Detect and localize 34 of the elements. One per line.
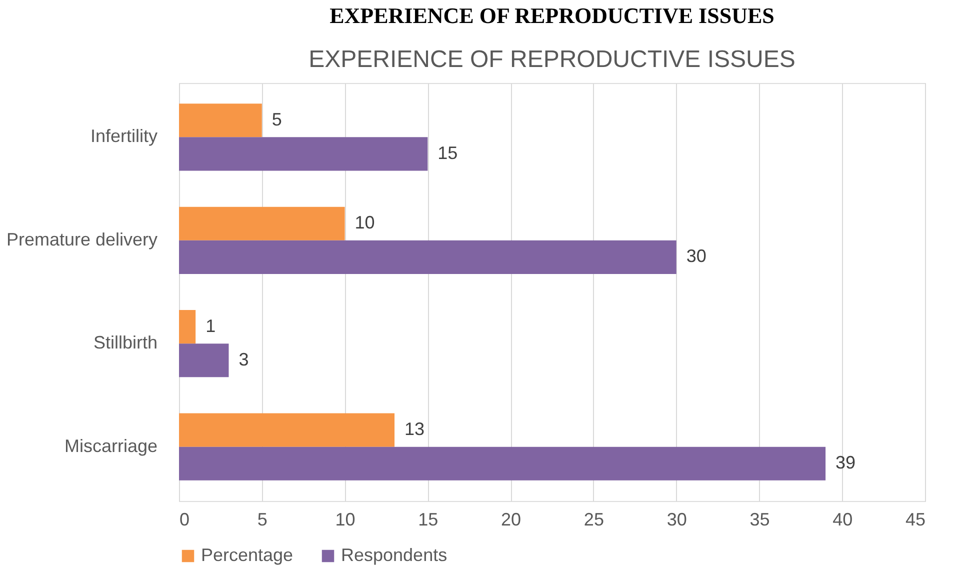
bar [179,413,395,447]
y-tick-label: Miscarriage [64,436,158,456]
x-tick-label: 35 [750,510,770,530]
bar [179,344,229,378]
x-tick-label: 40 [832,510,853,530]
data-label: 30 [686,246,706,266]
bar [179,446,826,480]
text: EXPERIENCE OF REPRODUCTIVE ISSUES [330,3,774,28]
data-label: 1 [206,316,216,336]
x-tick-label: 10 [335,510,356,530]
y-tick-label: Infertility [90,126,158,146]
legend-label: Percentage [201,545,294,565]
x-tick-label: 25 [584,510,604,530]
bar [179,137,428,171]
data-label: 10 [354,212,375,233]
x-tick-label: 30 [666,510,687,530]
chart-title: EXPERIENCE OF REPRODUCTIVE ISSUES [308,46,796,73]
x-tick-label: 15 [418,510,438,530]
x-tick-label: 20 [501,510,522,530]
bar [179,310,196,344]
data-label: 3 [238,349,249,370]
x-tick-label: 45 [905,510,926,530]
y-tick-label: Stillbirth [93,332,158,353]
x-tick-label: 0 [180,510,190,530]
bar [179,206,345,240]
x-tick-label: 5 [257,510,268,530]
legend-label: Respondents [341,545,448,565]
bar [179,104,262,138]
data-label: 13 [404,419,425,440]
data-label: 5 [272,109,282,130]
y-tick-label: Premature delivery [6,229,158,250]
bar [179,240,676,274]
data-label: 15 [438,142,458,163]
data-label: 39 [836,452,856,473]
